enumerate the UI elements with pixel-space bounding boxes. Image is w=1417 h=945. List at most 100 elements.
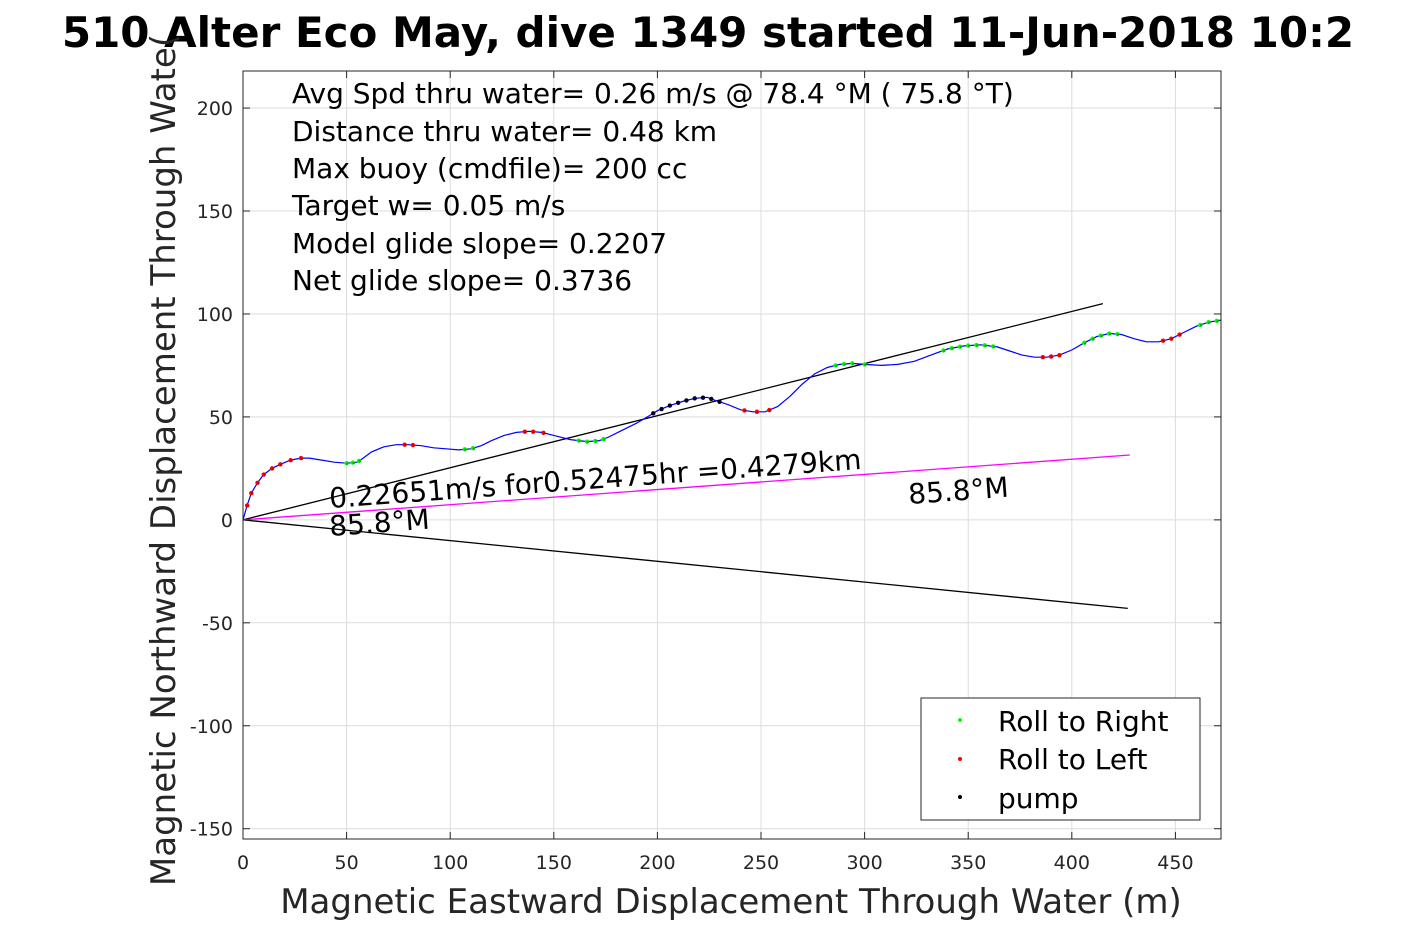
marker-right-dot: [1083, 341, 1087, 345]
marker-right-dot: [603, 438, 606, 441]
marker-left-dot: [744, 409, 747, 412]
x-tick-label: 350: [950, 852, 986, 874]
annotation-block: Avg Spd thru water= 0.26 m/s @ 78.4 °M (…: [291, 77, 1014, 297]
y-tick-label: -150: [190, 819, 233, 841]
marker-left-dot: [263, 473, 266, 477]
marker-left-dot: [1162, 339, 1165, 343]
y-tick-label: -50: [202, 613, 233, 635]
marker-left-dot: [1042, 356, 1045, 359]
marker-left-dot: [768, 409, 772, 412]
legend: Roll to Right Roll to Left pump: [920, 697, 1201, 821]
marker-pump-dot: [710, 398, 714, 401]
note-model-glide: Model glide slope= 0.2207: [292, 227, 667, 260]
marker-pump-dot: [677, 402, 681, 405]
marker-right-dot: [594, 440, 598, 443]
legend-roll-left-label: Roll to Left: [998, 743, 1147, 776]
marker-pump-dot: [669, 404, 672, 408]
marker-pump-dot: [661, 408, 664, 411]
marker-right-dot: [843, 363, 846, 366]
y-tick-label: 50: [209, 407, 233, 429]
marker-right-dot: [976, 344, 979, 347]
marker-left-dot: [246, 504, 250, 508]
legend-box: [920, 697, 1201, 821]
marker-left-dot: [257, 481, 260, 485]
marker-pump-dot: [686, 399, 689, 403]
marker-left-dot: [1179, 333, 1182, 337]
marker-left-dot: [524, 430, 527, 434]
marker-right-dot: [951, 347, 954, 350]
marker-left-dot: [279, 463, 283, 466]
marker-right-dot: [1116, 333, 1120, 336]
marker-right-dot: [1199, 324, 1203, 327]
marker-left-dot: [543, 432, 546, 435]
marker-left-dot: [1058, 354, 1062, 357]
note-net-glide: Net glide slope= 0.3736: [292, 264, 632, 297]
marker-left-dot: [756, 410, 759, 414]
x-tick-label: 400: [1054, 852, 1090, 874]
marker-right-dot: [1208, 321, 1211, 324]
marker-pump-dot: [694, 397, 697, 400]
marker-right-dot: [346, 462, 349, 465]
marker-right-dot: [959, 345, 962, 349]
marker-right-dot: [464, 448, 467, 451]
marker-left-dot: [412, 444, 415, 447]
marker-left-dot: [250, 492, 254, 495]
heading-label-start: 85.8°M: [328, 503, 431, 543]
legend-roll-right-marker: [958, 718, 962, 722]
marker-pump-dot: [719, 401, 722, 404]
marker-right-dot: [984, 344, 987, 347]
x-tick-label: 450: [1157, 852, 1193, 874]
marker-right-dot: [578, 439, 581, 443]
marker-right-dot: [835, 364, 838, 368]
marker-right-dot: [851, 362, 855, 365]
note-max-buoy: Max buoy (cmdfile)= 200 cc: [292, 152, 687, 185]
marker-right-dot: [1216, 320, 1219, 323]
x-tick-label: 100: [432, 852, 468, 874]
marker-right-dot: [352, 461, 355, 465]
note-avg-speed: Avg Spd thru water= 0.26 m/s @ 78.4 °M (…: [292, 77, 1014, 110]
marker-right-dot: [358, 460, 362, 463]
marker-left-dot: [1050, 355, 1054, 359]
marker-right-dot: [992, 345, 996, 348]
y-tick-labels: -150 -100 -50 0 50 100 150 200: [190, 98, 1221, 841]
marker-left-dot: [404, 443, 407, 447]
marker-left-dot: [300, 457, 304, 460]
x-tick-label: 50: [335, 852, 359, 874]
marker-left-dot: [1170, 337, 1174, 341]
marker-right-dot: [942, 349, 946, 353]
legend-roll-right-label: Roll to Right: [998, 705, 1169, 738]
reference-lines: [242, 303, 1130, 610]
x-gridlines: [346, 71, 1176, 839]
x-tick-label: 300: [846, 852, 882, 874]
glide-lower-line: [242, 519, 1128, 610]
marker-left-dot: [271, 467, 275, 470]
marker-right-dot: [1108, 332, 1112, 336]
y-tick-label: 100: [197, 304, 233, 326]
chart-title: 510 Alter Eco May, dive 1349 started 11-…: [62, 8, 1354, 57]
marker-right-dot: [472, 447, 475, 450]
y-tick-label: -100: [190, 716, 233, 738]
track-markers: [244, 318, 1220, 508]
heading-label-end: 85.8°M: [907, 471, 1010, 511]
x-tick-label: 0: [237, 852, 249, 874]
note-target-w: Target w= 0.05 m/s: [291, 189, 565, 222]
plot-area-frame: [242, 70, 1222, 840]
x-tick-label: 250: [743, 852, 779, 874]
marker-left-dot: [290, 459, 293, 462]
marker-pump-dot: [702, 396, 705, 400]
y-tick-label: 200: [197, 98, 233, 120]
legend-pump-label: pump: [998, 782, 1079, 815]
marker-left-dot: [532, 430, 536, 434]
current-line: [242, 454, 1130, 521]
marker-right-dot: [1100, 334, 1103, 338]
note-distance: Distance thru water= 0.48 km: [292, 115, 717, 148]
marker-right-dot: [967, 344, 971, 348]
marker-right-dot: [864, 363, 867, 367]
y-tick-label: 150: [197, 201, 233, 223]
y-gridlines: [243, 107, 1221, 830]
x-axis-label: Magnetic Eastward Displacement Through W…: [280, 882, 1182, 922]
glide-upper-line: [242, 303, 1104, 521]
y-axis-label: Magnetic Northward Displacement Through …: [144, 34, 184, 886]
y-tick-label: 0: [221, 510, 233, 532]
